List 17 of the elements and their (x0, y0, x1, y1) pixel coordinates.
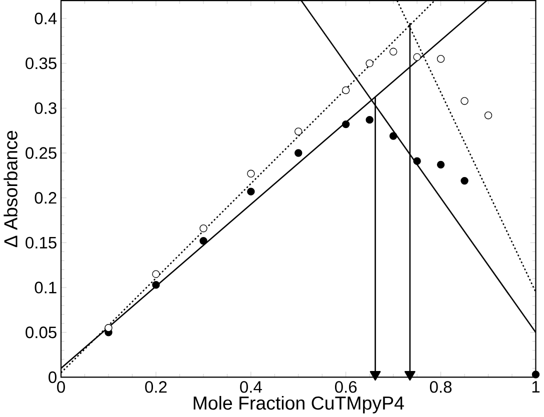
y-tick-label: 0.35 (26, 57, 56, 70)
y-tick-label: 0.15 (26, 236, 56, 248)
y-tick-label: 0.3 (34, 102, 56, 114)
x-tick-label: 0 (57, 381, 65, 393)
x-tick-label: 0.2 (145, 381, 167, 393)
y-tick-label: 0.1 (34, 282, 56, 294)
y-axis-title: Δ Absorbance (4, 130, 18, 248)
x-tick-label: 0.6 (335, 381, 357, 393)
y-tick-label: 0.05 (26, 326, 56, 338)
y-tick-label: 0.25 (26, 147, 56, 159)
y-tick-label: 0 (48, 371, 56, 384)
x-tick-label: 0.4 (240, 381, 262, 393)
x-axis-title: Mole Fraction CuTMpyP4 (194, 396, 404, 414)
y-tick-label: 0.2 (34, 192, 56, 204)
x-tick-label: 1 (532, 381, 540, 392)
x-tick-label: 0.8 (430, 381, 452, 393)
y-tick-label: 0.4 (34, 12, 57, 24)
